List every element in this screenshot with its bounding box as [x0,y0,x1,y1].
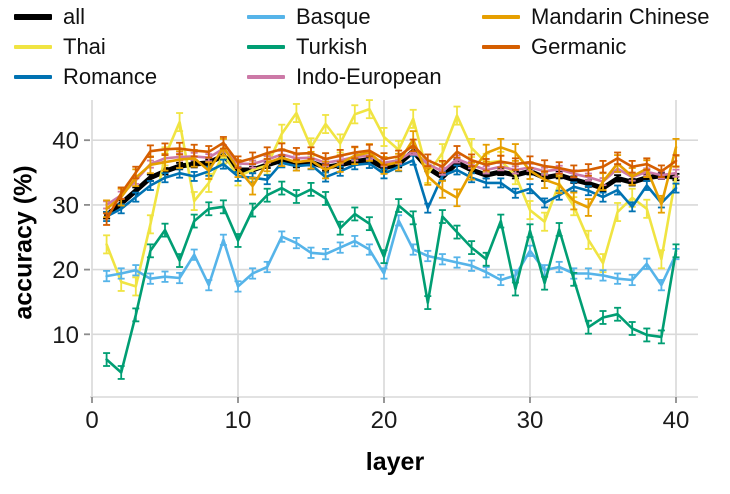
y-tick-label: 30 [52,192,79,219]
legend-label: Germanic [531,34,627,59]
legend-item-turkish: Turkish [247,32,442,62]
legend-label: Turkish [296,34,368,59]
y-tick-label: 20 [52,257,79,284]
legend-column-3: Mandarin Chinese Germanic [482,2,710,62]
legend-label: Thai [63,34,106,59]
y-tick-label: 40 [52,128,79,155]
legend-label: Mandarin Chinese [531,4,710,29]
legend-label: Indo-European [296,64,442,89]
y-axis-tick-labels: 10 20 30 40 [52,128,79,349]
series-line [105,107,678,288]
x-tick-label: 10 [225,407,252,434]
y-axis-title: accuracy (%) [9,165,38,320]
x-tick-label: 20 [371,407,398,434]
legend-swatch-icon [482,15,520,19]
x-axis-tick-labels: 0 10 20 30 40 [85,407,689,434]
legend-item-all: all [14,2,157,32]
legend-swatch-icon [247,45,285,49]
error-bars [103,180,680,380]
legend-item-germanic: Germanic [482,32,710,62]
series-line [105,147,678,207]
legend-column-1: all Thai Romance [14,2,157,92]
series-line [105,219,678,288]
legend-item-romance: Romance [14,62,157,92]
legend-item-mandarin-chinese: Mandarin Chinese [482,2,710,32]
x-tick-label: 40 [663,407,690,434]
series-line [105,141,678,221]
legend-item-thai: Thai [14,32,157,62]
series-germanic [103,136,680,226]
legend-swatch-icon [14,14,52,20]
legend-item-indo-european: Indo-European [247,62,442,92]
legend-label: Basque [296,4,371,29]
y-tick-label: 10 [52,322,79,349]
chart-legend: all Thai Romance Basque Turkish Indo-European… [0,0,730,96]
series-line [105,159,678,218]
x-axis-title: layer [365,448,425,476]
x-tick-label: 30 [517,407,544,434]
series-line [105,186,678,374]
x-tick-label: 0 [85,407,98,434]
series-turkish [103,180,680,380]
legend-swatch-icon [14,75,52,79]
series-basque [103,214,680,293]
legend-label: all [63,4,86,29]
legend-item-basque: Basque [247,2,442,32]
legend-label: Romance [63,64,158,89]
legend-swatch-icon [482,45,520,49]
axis-ticks [84,139,677,403]
legend-column-2: Basque Turkish Indo-European [247,2,442,92]
legend-swatch-icon [247,75,285,79]
legend-swatch-icon [14,45,52,49]
legend-swatch-icon [247,15,285,19]
series-line [105,138,678,211]
